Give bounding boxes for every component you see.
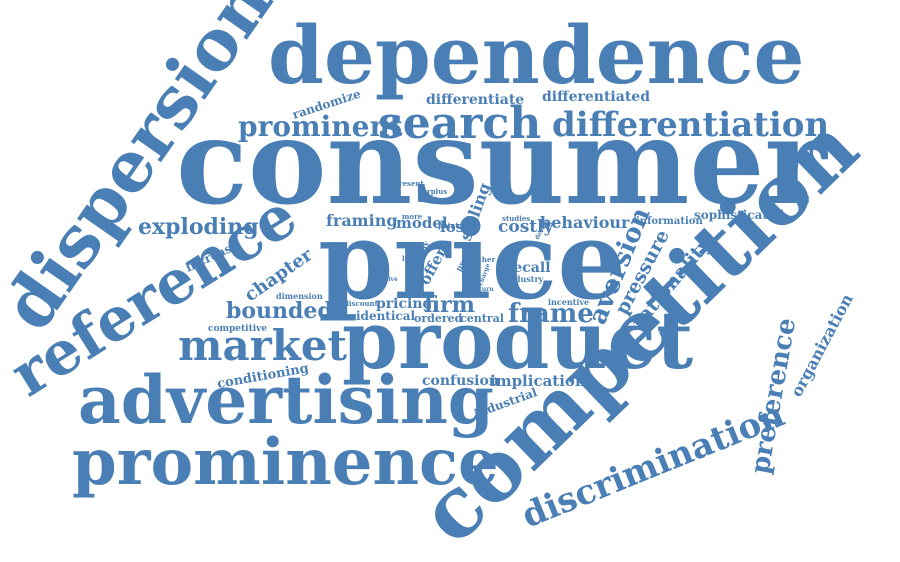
- word-consumer: consumer: [176, 92, 829, 231]
- word-competitive: competitive: [208, 324, 267, 334]
- word-identical: identical: [356, 309, 415, 323]
- word-surplus: surplus: [418, 187, 447, 196]
- word-framing: framing: [326, 211, 398, 230]
- word-ordered: ordered: [414, 312, 463, 325]
- word-information: information: [636, 216, 703, 227]
- word-behaviour: behaviour: [540, 213, 630, 232]
- word-preference: preference: [745, 316, 802, 476]
- word-point: point: [438, 221, 459, 230]
- word-differentiation: differentiation: [552, 105, 829, 145]
- word-pricing: pricing: [376, 296, 433, 312]
- word-exploding: exploding: [138, 214, 259, 240]
- word-confusion: confusion: [422, 373, 499, 389]
- word-model: model: [396, 214, 448, 232]
- word-making: making: [418, 195, 448, 204]
- word-other: other: [474, 255, 495, 264]
- word-search: search: [378, 98, 541, 149]
- word-advertising: advertising: [78, 361, 494, 439]
- word-market: market: [178, 321, 348, 370]
- word-price: price: [318, 198, 626, 324]
- word-loss: loss: [440, 218, 473, 236]
- word-recall: recall: [506, 260, 551, 276]
- word-lower: lower: [402, 254, 424, 263]
- word-prominence: prominence: [72, 425, 499, 500]
- word-prominent: prominent: [238, 110, 403, 143]
- word-dependence: dependence: [268, 8, 804, 102]
- word-return: return: [472, 286, 494, 293]
- word-product: product: [342, 293, 693, 387]
- word-bounded: bounded: [226, 298, 333, 324]
- word-frame: frame: [508, 299, 594, 329]
- word-costly: costly: [498, 217, 555, 237]
- word-naive: naive: [380, 276, 398, 283]
- word-sophisticated: sophisticated: [694, 208, 785, 222]
- word-dimension: dimension: [276, 291, 323, 301]
- word-discount: discount: [344, 299, 379, 308]
- word-implication: implication: [490, 372, 586, 390]
- word-present: present: [394, 179, 425, 188]
- word-central: central: [460, 312, 504, 325]
- word-incentive: incentive: [548, 297, 589, 307]
- word-differentiate: differentiate: [426, 92, 524, 108]
- word-more: more: [402, 212, 423, 221]
- word-firm: firm: [424, 292, 475, 318]
- word-differentiated: differentiated: [542, 89, 650, 105]
- word-studies: studies: [502, 214, 530, 223]
- word-industry: industry: [506, 274, 544, 284]
